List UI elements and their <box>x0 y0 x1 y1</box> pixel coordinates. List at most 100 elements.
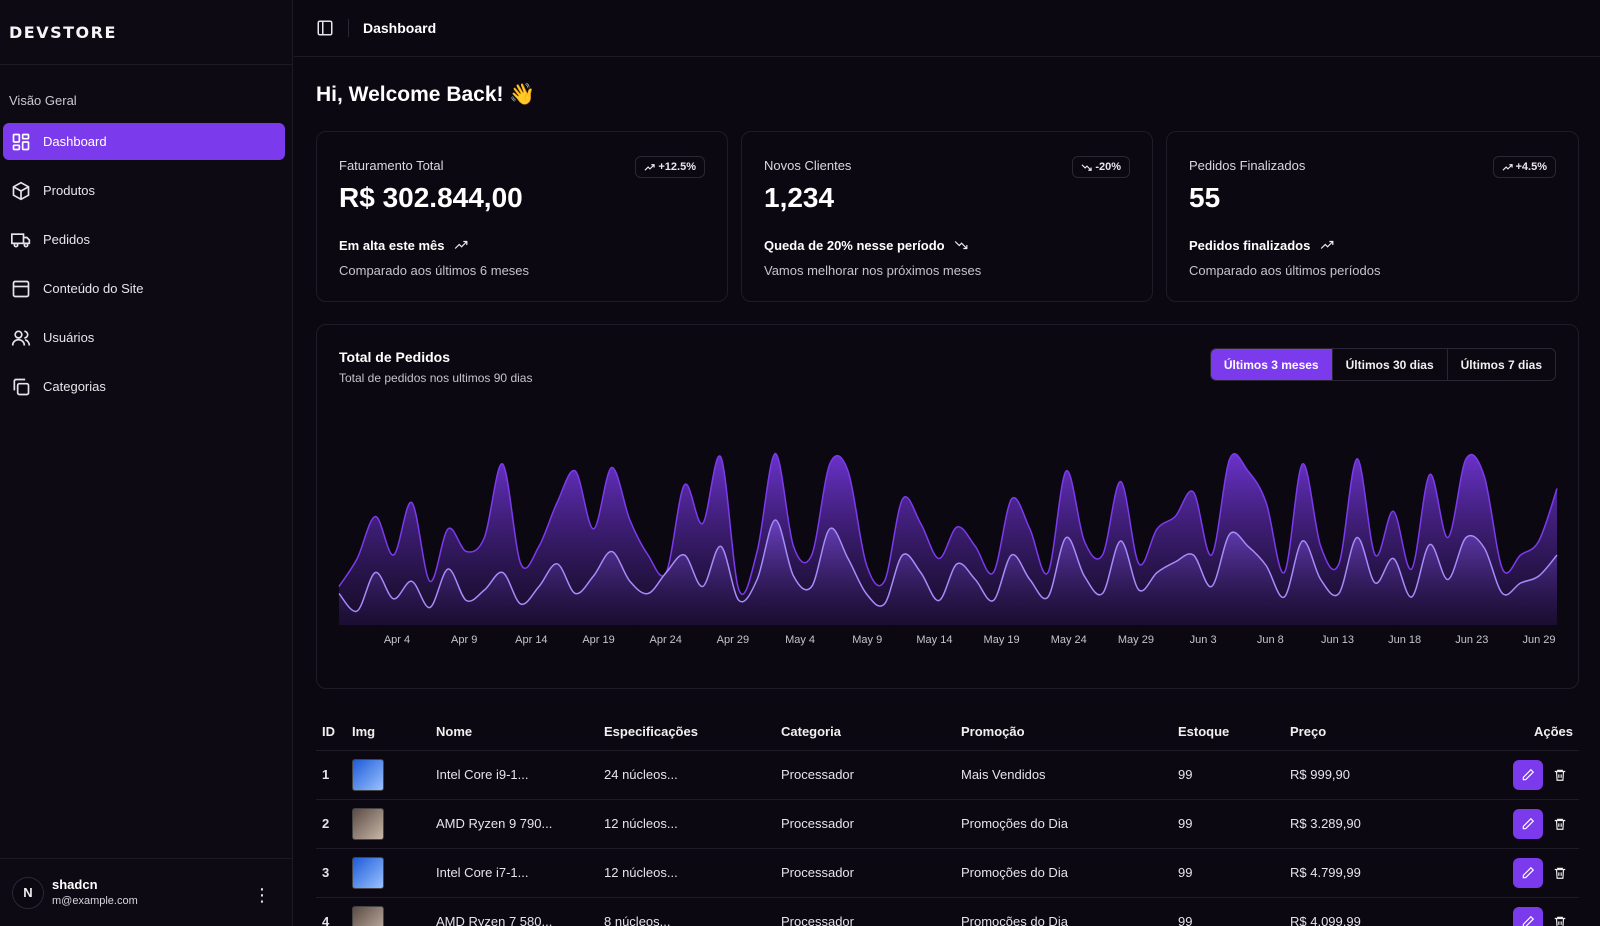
trash-icon <box>1554 867 1566 879</box>
column-header-category: Categoria <box>781 714 961 751</box>
stat-trend: Em alta este mês <box>339 238 468 253</box>
delete-button[interactable] <box>1547 760 1573 790</box>
sidebar-section-label: Visão Geral <box>9 93 77 108</box>
stat-badge: +12.5% <box>635 156 705 178</box>
sidebar-item-conteudo[interactable]: Conteúdo do Site <box>3 270 285 307</box>
edit-button[interactable] <box>1513 857 1543 888</box>
x-axis-tick-label: Jun 13 <box>1321 634 1354 646</box>
stat-label: Novos Clientes <box>764 158 852 173</box>
stat-trend: Queda de 20% nesse período <box>764 238 968 253</box>
layout-grid-icon <box>12 133 30 150</box>
table-row: 3 Intel Core i7-1... 12 núcleos... Processa… <box>316 848 1579 898</box>
table-row: 2 AMD Ryzen 9 790... 12 núcleos... Processa… <box>316 799 1579 849</box>
x-axis-tick-label: May 19 <box>984 634 1020 646</box>
stat-label: Faturamento Total <box>339 158 444 173</box>
delete-button[interactable] <box>1547 809 1573 839</box>
column-header-id: ID <box>316 714 352 751</box>
stat-trend: Pedidos finalizados <box>1189 238 1334 253</box>
chart-title: Total de Pedidos <box>339 349 450 365</box>
more-vertical-icon[interactable]: ⋮ <box>253 885 271 905</box>
x-axis-tick-label: May 4 <box>785 634 815 646</box>
sidebar-item-dashboard[interactable]: Dashboard <box>3 123 285 160</box>
trash-icon <box>1554 916 1566 926</box>
stat-value: R$ 302.844,00 <box>339 182 523 213</box>
cell-actions <box>1470 750 1579 800</box>
pencil-icon <box>1522 866 1535 878</box>
trending-up-icon <box>1502 163 1513 171</box>
pencil-icon <box>1522 768 1535 780</box>
header-divider <box>348 19 349 37</box>
range-toggle-group: Últimos 3 meses Últimos 30 dias Últimos … <box>1209 348 1556 381</box>
stat-badge-value: +4.5% <box>1515 161 1548 173</box>
stat-note: Vamos melhorar nos próximos meses <box>764 263 982 278</box>
product-thumbnail <box>352 905 384 926</box>
avatar: N <box>12 876 44 909</box>
sidebar: DEVSTORE Visão Geral Dashboard Produtos … <box>0 0 293 926</box>
sidebar-item-label: Usuários <box>43 330 95 345</box>
sidebar-item-produtos[interactable]: Produtos <box>3 172 285 209</box>
sidebar-item-usuarios[interactable]: Usuários <box>3 319 285 356</box>
trending-down-icon <box>955 241 968 250</box>
stat-badge: -20% <box>1072 156 1130 178</box>
chart-line-series-2 <box>338 519 1558 613</box>
stat-label: Pedidos Finalizados <box>1189 158 1306 173</box>
cell-category: Processador <box>781 750 961 800</box>
cell-promo: Promoções do Dia <box>961 799 1178 849</box>
page-title: Hi, Welcome Back! 👋 <box>316 83 536 106</box>
range-option-7-days[interactable]: Últimos 7 dias <box>1446 349 1555 380</box>
cell-stock: 99 <box>1178 897 1290 926</box>
orders-chart-card: Apr 4 Apr 9 Apr 14 Apr 19 Apr 24 Apr 29 May 4 M… <box>316 324 1579 689</box>
product-thumbnail <box>352 856 384 889</box>
delete-button[interactable] <box>1547 907 1573 926</box>
stat-note: Comparado aos últimos 6 meses <box>339 263 530 278</box>
stat-value: 1,234 <box>764 182 835 213</box>
x-axis-tick-label: Apr 29 <box>717 634 749 646</box>
topbar: Dashboard <box>294 0 1600 57</box>
cell-stock: 99 <box>1178 750 1290 800</box>
x-axis-tick-label: Jun 3 <box>1190 634 1217 646</box>
cell-stock: 99 <box>1178 848 1290 898</box>
cell-img <box>352 799 436 849</box>
stat-note: Comparado aos últimos períodos <box>1189 263 1381 278</box>
table-row: 1 Intel Core i9-1... 24 núcleos... Processa… <box>316 750 1579 800</box>
cell-promo: Mais Vendidos <box>961 750 1178 800</box>
trending-up-icon <box>454 240 468 249</box>
pencil-icon <box>1522 915 1535 926</box>
cell-id: 3 <box>316 848 352 898</box>
sidebar-item-label: Conteúdo do Site <box>43 281 144 296</box>
table-row: 4 AMD Ryzen 7 580... 8 núcleos... Processad… <box>316 897 1579 926</box>
cell-actions <box>1470 897 1579 926</box>
range-option-30-days[interactable]: Últimos 30 dias <box>1331 349 1447 380</box>
edit-button[interactable] <box>1513 808 1543 839</box>
cell-id: 4 <box>316 897 352 926</box>
truck-icon <box>11 232 31 247</box>
sidebar-nav: Dashboard Produtos Pedidos Conteúdo do S… <box>3 123 285 417</box>
cell-category: Processador <box>781 799 961 849</box>
cell-name: Intel Core i9-1... <box>436 750 604 800</box>
trending-up-icon <box>644 163 656 171</box>
delete-button[interactable] <box>1547 858 1573 888</box>
sidebar-item-categorias[interactable]: Categorias <box>3 368 285 405</box>
chart-subtitle: Total de pedidos nos ultimos 90 dias <box>339 371 533 385</box>
sidebar-item-pedidos[interactable]: Pedidos <box>3 221 285 258</box>
product-thumbnail <box>352 758 384 791</box>
edit-button[interactable] <box>1513 906 1543 926</box>
copy-icon <box>13 378 30 395</box>
user-email: m@example.com <box>52 894 138 907</box>
column-header-actions: Ações <box>1470 714 1579 751</box>
trending-up-icon <box>1320 240 1334 249</box>
cell-actions <box>1470 848 1579 898</box>
cell-name: Intel Core i7-1... <box>436 848 604 898</box>
user-profile[interactable]: N shadcn m@example.com ⋮ <box>0 858 293 926</box>
x-axis-tick-label: Apr 9 <box>451 634 477 646</box>
trash-icon <box>1554 818 1566 830</box>
column-header-promo: Promoção <box>961 714 1178 751</box>
brand-logo[interactable]: DEVSTORE <box>0 0 292 65</box>
cell-promo: Promoções do Dia <box>961 848 1178 898</box>
range-option-3-months[interactable]: Últimos 3 meses <box>1210 349 1332 380</box>
chart-area-series-2 <box>339 519 1557 625</box>
column-header-img: Img <box>352 714 436 751</box>
sidebar-toggle-icon[interactable] <box>316 19 334 37</box>
edit-button[interactable] <box>1513 759 1543 790</box>
orders-area-chart: Apr 4 Apr 9 Apr 14 Apr 19 Apr 24 Apr 29 May 4 M… <box>338 452 1558 646</box>
